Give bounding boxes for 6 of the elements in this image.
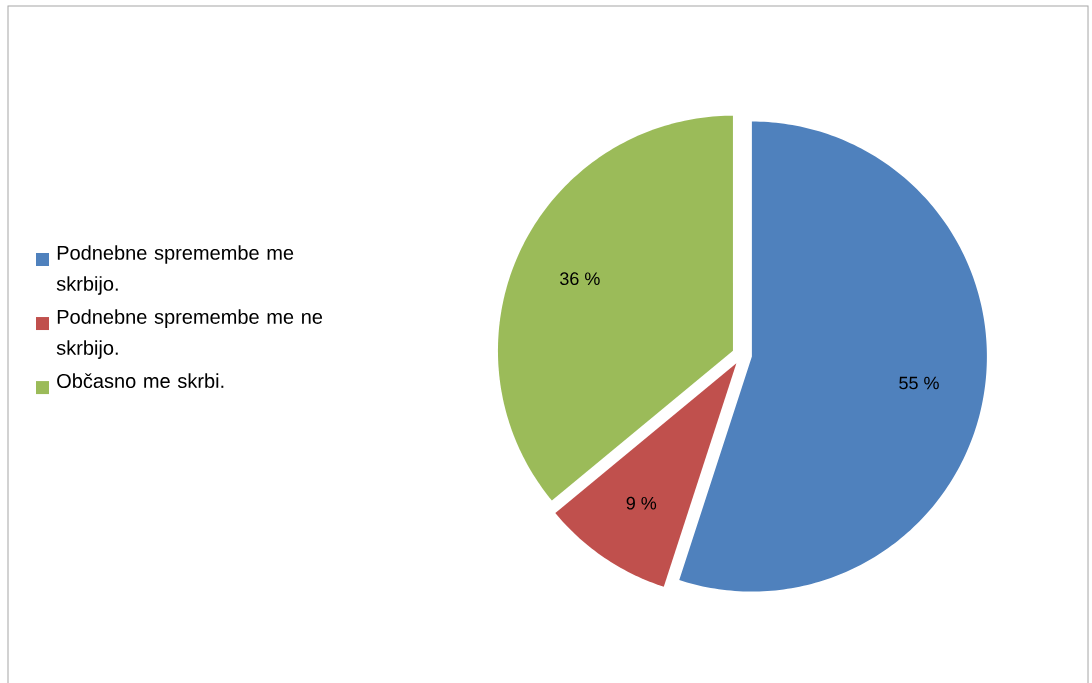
data-label: 36 %	[560, 272, 600, 286]
data-label: 9 %	[626, 496, 657, 510]
legend-label: Podnebne spremembe me skrbijo.	[56, 245, 294, 295]
legend-label: Občasno me skrbi.	[57, 373, 224, 389]
legend-label: Podnebne spremembe me ne skrbijo.	[56, 309, 323, 359]
data-label: 55 %	[899, 376, 939, 390]
